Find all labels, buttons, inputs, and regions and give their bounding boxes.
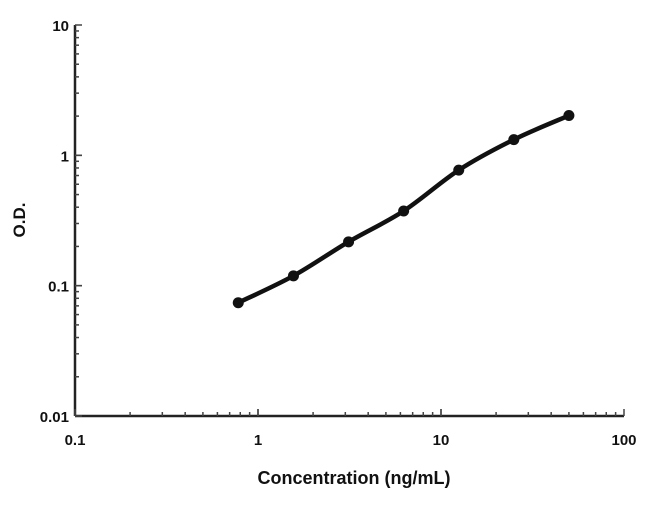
data-point	[398, 205, 410, 217]
data-point	[508, 134, 520, 146]
data-point	[232, 297, 244, 309]
tick-labels: 0.1 1 10 100 0.01 0.1 1 10	[40, 18, 637, 449]
y-tick-label: 1	[61, 148, 69, 165]
data-point	[563, 110, 575, 122]
x-tick-label: 10	[433, 432, 450, 449]
x-tick-label: 100	[611, 432, 636, 449]
y-tick-label: 0.1	[48, 279, 69, 296]
data-point	[453, 164, 465, 176]
data-point	[343, 236, 355, 248]
y-tick-label: 0.01	[40, 409, 69, 426]
axes	[73, 24, 625, 418]
y-axis-label: O.D.	[10, 203, 29, 238]
y-tick-label: 10	[52, 18, 69, 35]
data-point	[287, 270, 299, 282]
x-axis-label: Concentration (ng/mL)	[258, 468, 451, 488]
x-tick-label: 0.1	[65, 432, 86, 449]
x-tick-label: 1	[254, 432, 262, 449]
data-points	[232, 110, 575, 309]
